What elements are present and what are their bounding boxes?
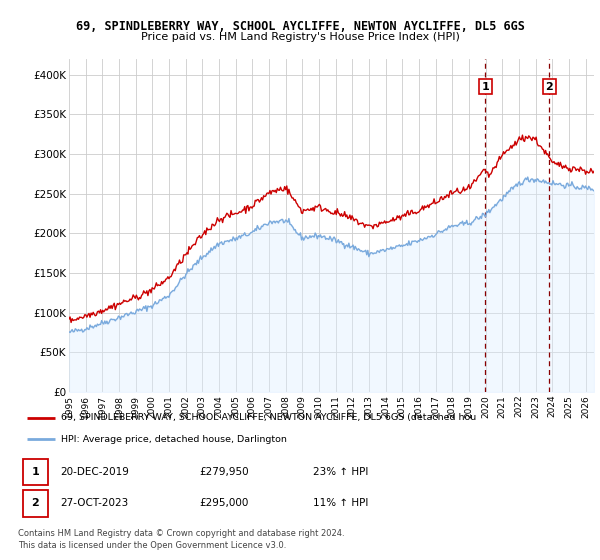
Text: 69, SPINDLEBERRY WAY, SCHOOL AYCLIFFE, NEWTON AYCLIFFE, DL5 6GS (detached hou: 69, SPINDLEBERRY WAY, SCHOOL AYCLIFFE, N… xyxy=(61,413,476,422)
Text: Price paid vs. HM Land Registry's House Price Index (HPI): Price paid vs. HM Land Registry's House … xyxy=(140,32,460,43)
Text: £279,950: £279,950 xyxy=(199,467,249,477)
Text: 2: 2 xyxy=(545,82,553,92)
Bar xyxy=(23,459,48,486)
Text: HPI: Average price, detached house, Darlington: HPI: Average price, detached house, Darl… xyxy=(61,435,286,444)
Text: 23% ↑ HPI: 23% ↑ HPI xyxy=(313,467,368,477)
Text: 20-DEC-2019: 20-DEC-2019 xyxy=(61,467,130,477)
Text: 11% ↑ HPI: 11% ↑ HPI xyxy=(313,498,368,508)
Text: 2: 2 xyxy=(31,498,39,508)
Text: £295,000: £295,000 xyxy=(199,498,249,508)
Text: Contains HM Land Registry data © Crown copyright and database right 2024.
This d: Contains HM Land Registry data © Crown c… xyxy=(18,529,344,550)
Text: 1: 1 xyxy=(481,82,489,92)
Text: 69, SPINDLEBERRY WAY, SCHOOL AYCLIFFE, NEWTON AYCLIFFE, DL5 6GS: 69, SPINDLEBERRY WAY, SCHOOL AYCLIFFE, N… xyxy=(76,20,524,32)
Bar xyxy=(23,490,48,517)
Text: 27-OCT-2023: 27-OCT-2023 xyxy=(61,498,129,508)
Text: 1: 1 xyxy=(31,467,39,477)
